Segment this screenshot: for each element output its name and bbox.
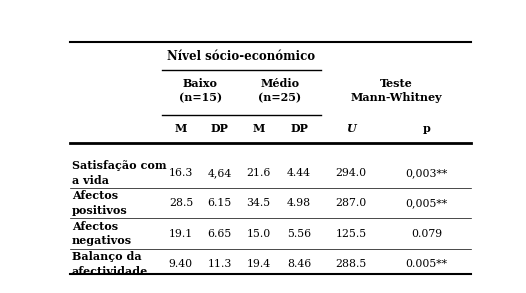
Text: 9.40: 9.40 (169, 259, 193, 269)
Text: 6.65: 6.65 (208, 229, 232, 239)
Text: 0.079: 0.079 (411, 229, 442, 239)
Text: 294.0: 294.0 (336, 168, 367, 178)
Text: Médio
(n=25): Médio (n=25) (258, 78, 301, 103)
Text: U: U (346, 123, 356, 134)
Text: DP: DP (290, 123, 308, 134)
Text: 8.46: 8.46 (287, 259, 311, 269)
Text: 28.5: 28.5 (169, 198, 193, 208)
Text: 287.0: 287.0 (336, 198, 367, 208)
Text: 0,003**: 0,003** (406, 168, 448, 178)
Text: 4,64: 4,64 (208, 168, 232, 178)
Text: 19.1: 19.1 (169, 229, 193, 239)
Text: Teste
Mann-Whitney: Teste Mann-Whitney (350, 78, 442, 103)
Text: 0.005**: 0.005** (406, 259, 448, 269)
Text: M: M (252, 123, 265, 134)
Text: 19.4: 19.4 (246, 259, 270, 269)
Text: 15.0: 15.0 (246, 229, 270, 239)
Text: 288.5: 288.5 (336, 259, 367, 269)
Text: 5.56: 5.56 (287, 229, 311, 239)
Text: 11.3: 11.3 (207, 259, 232, 269)
Text: Afectos
negativos: Afectos negativos (72, 221, 132, 246)
Text: 4.98: 4.98 (287, 198, 311, 208)
Text: 16.3: 16.3 (169, 168, 193, 178)
Text: 6.15: 6.15 (208, 198, 232, 208)
Text: Satisfação com
a vida: Satisfação com a vida (72, 160, 167, 185)
Text: Baixo
(n=15): Baixo (n=15) (179, 78, 222, 103)
Text: 4.44: 4.44 (287, 168, 311, 178)
Text: 34.5: 34.5 (246, 198, 270, 208)
Text: 0,005**: 0,005** (406, 198, 448, 208)
Text: 125.5: 125.5 (336, 229, 367, 239)
Text: Afectos
positivos: Afectos positivos (72, 190, 128, 216)
Text: DP: DP (211, 123, 229, 134)
Text: p: p (422, 123, 430, 134)
Text: 21.6: 21.6 (246, 168, 270, 178)
Text: Nível sócio-económico: Nível sócio-económico (167, 50, 315, 63)
Text: M: M (175, 123, 187, 134)
Text: Balanço da
afectividade: Balanço da afectividade (72, 251, 148, 277)
